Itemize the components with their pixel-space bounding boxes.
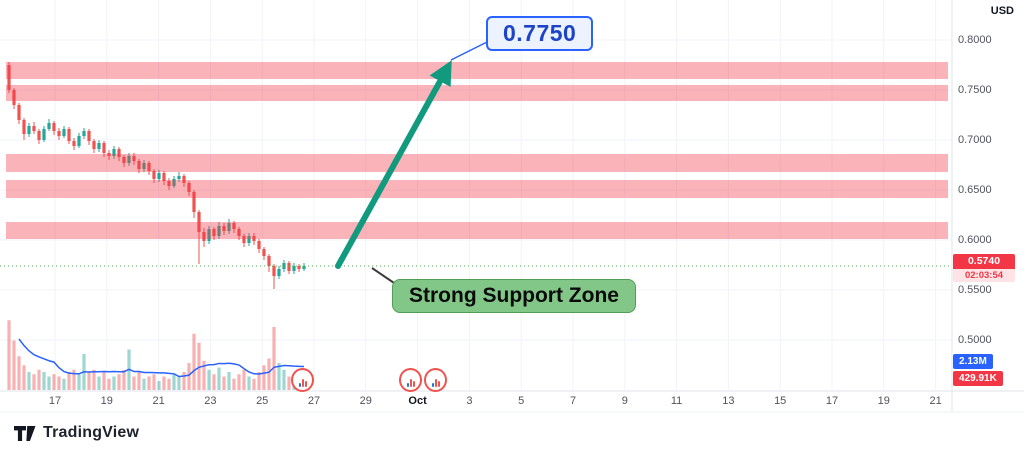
- grid-lines: [0, 0, 952, 390]
- resistance-zone[interactable]: [6, 62, 948, 79]
- time-axis-label: 11: [670, 395, 683, 407]
- time-axis-label: 9: [621, 395, 628, 407]
- bar-countdown: 02:03:54: [953, 269, 1015, 282]
- economic-event-icon[interactable]: [424, 368, 447, 392]
- time-axis-label: Oct: [408, 395, 427, 407]
- current-price-value: 0.5740: [953, 254, 1015, 269]
- projection-arrow[interactable]: [335, 60, 452, 269]
- price-axis-label: 0.6000: [958, 234, 992, 246]
- economic-event-icon[interactable]: [399, 368, 422, 392]
- last-volume-badge: 429.91K: [953, 371, 1003, 386]
- price-axis-label: 0.8000: [958, 34, 992, 46]
- resistance-zone[interactable]: [6, 222, 948, 239]
- volume-ma-line: [18, 338, 305, 378]
- resistance-zones[interactable]: [6, 62, 948, 239]
- tradingview-logo-icon: [14, 425, 36, 441]
- logo-text: TradingView: [43, 424, 140, 441]
- resistance-zone[interactable]: [6, 85, 948, 101]
- time-axis-label: 29: [359, 395, 372, 407]
- price-axis-label: 0.5500: [958, 284, 992, 296]
- current-price-badge: 0.5740 02:03:54: [953, 254, 1015, 282]
- tradingview-logo[interactable]: TradingView: [14, 424, 139, 442]
- time-axis-label: 19: [100, 395, 113, 407]
- support-zone-label[interactable]: Strong Support Zone: [392, 279, 636, 313]
- time-axis-label: 13: [722, 395, 735, 407]
- time-axis-label: 25: [256, 395, 269, 407]
- time-axis-label: 7: [569, 395, 577, 407]
- time-axis-label: 19: [877, 395, 890, 407]
- economic-event-icon[interactable]: [291, 368, 314, 392]
- resistance-zone[interactable]: [6, 180, 948, 198]
- time-axis-label: 21: [929, 395, 942, 407]
- candlestick-series: [7, 62, 306, 289]
- price-axis-label: 0.5000: [958, 334, 992, 346]
- resistance-zone[interactable]: [6, 154, 948, 172]
- time-axis-label: 27: [307, 395, 321, 407]
- price-axis-label: 0.7500: [958, 84, 992, 96]
- volume-ma-badge: 2.13M: [953, 354, 993, 369]
- price-axis-label: 0.6500: [958, 184, 992, 196]
- volume-bars: [7, 320, 306, 390]
- time-axis-label: 15: [774, 395, 787, 407]
- label-connector-line: [450, 41, 488, 61]
- time-axis-label: 21: [152, 395, 165, 407]
- currency-label: USD: [990, 5, 1014, 17]
- time-axis-label: 17: [48, 395, 62, 407]
- target-price-label[interactable]: 0.7750: [486, 16, 594, 51]
- time-axis-label: 17: [825, 395, 839, 407]
- time-axis-label: 5: [518, 395, 525, 407]
- time-axis-label: 23: [204, 395, 217, 407]
- time-axis-label: 3: [466, 395, 473, 407]
- price-axis-label: 0.7000: [958, 134, 992, 146]
